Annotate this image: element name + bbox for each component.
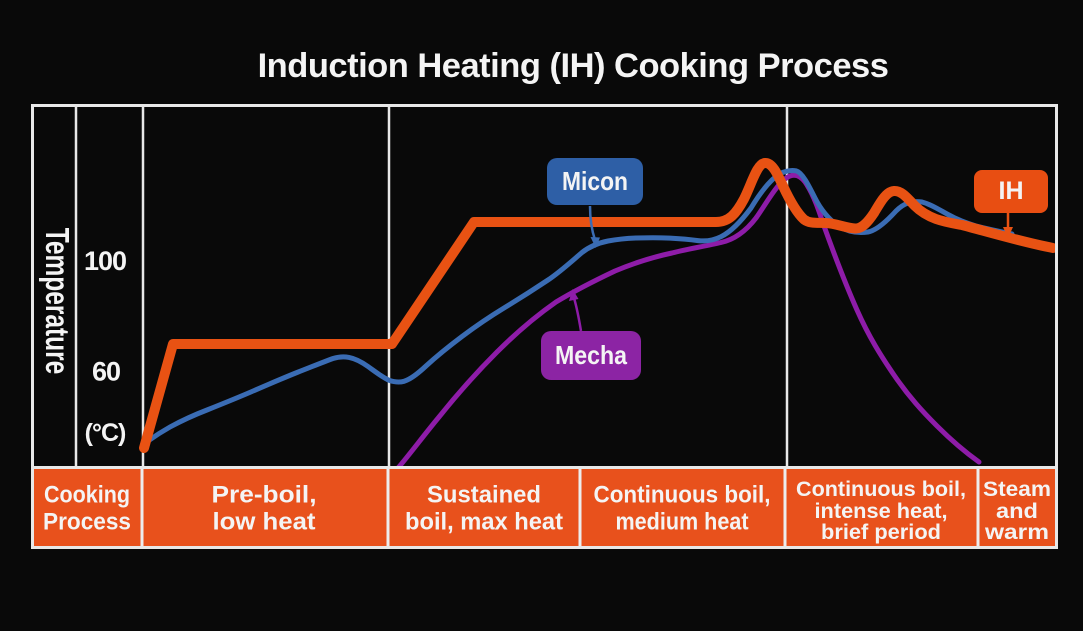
svg-text:IH: IH (999, 177, 1024, 205)
svg-text:Induction Heating (IH) Cooking: Induction Heating (IH) Cooking Process (258, 47, 889, 85)
svg-text:brief period: brief period (821, 520, 941, 544)
svg-text:Sustained: Sustained (427, 482, 541, 509)
svg-text:Pre-boil,: Pre-boil, (212, 482, 317, 509)
svg-text:and: and (996, 499, 1038, 523)
svg-text:medium heat: medium heat (616, 509, 749, 536)
svg-text:warm: warm (984, 520, 1049, 544)
svg-text:Mecha: Mecha (555, 340, 627, 370)
svg-text:Process: Process (43, 509, 131, 536)
svg-text:100: 100 (84, 246, 126, 276)
svg-text:Continuous boil,: Continuous boil, (796, 477, 966, 501)
svg-text:Temperature: Temperature (38, 228, 74, 375)
svg-text:boil, max heat: boil, max heat (405, 509, 563, 536)
svg-text:low heat: low heat (213, 509, 316, 536)
svg-text:Continuous boil,: Continuous boil, (594, 482, 771, 509)
svg-text:60: 60 (92, 357, 120, 387)
svg-text:Steam: Steam (983, 477, 1051, 501)
svg-text:intense heat,: intense heat, (815, 499, 948, 523)
svg-text:Micon: Micon (562, 166, 628, 196)
svg-text:Cooking: Cooking (44, 482, 130, 509)
svg-text:(°C): (°C) (85, 419, 126, 447)
